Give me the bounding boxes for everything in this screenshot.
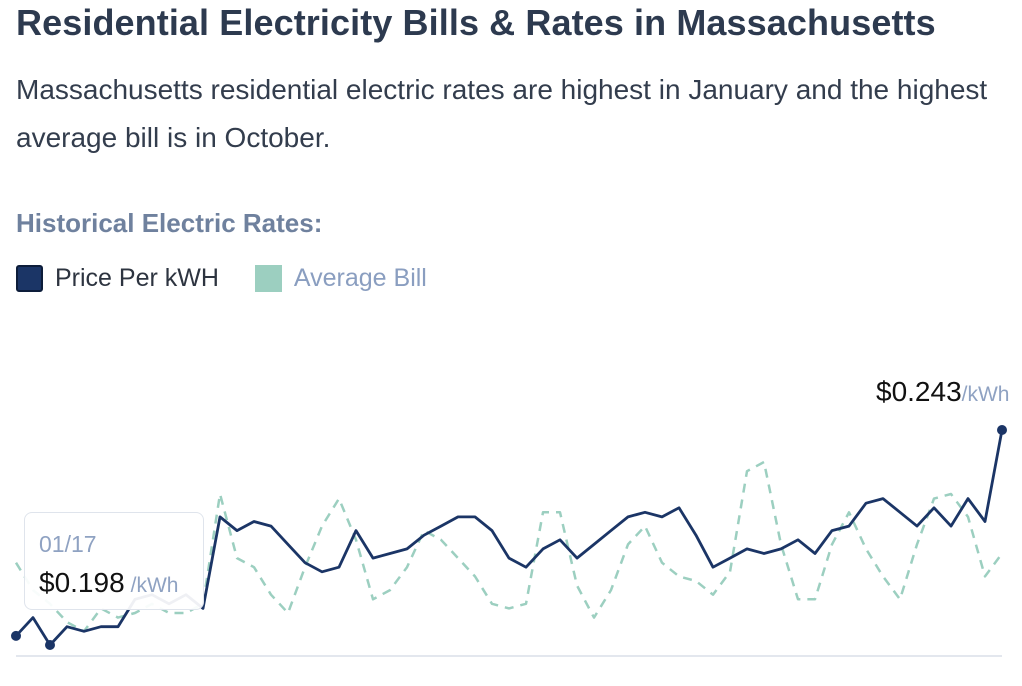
- section-label: Historical Electric Rates:: [16, 208, 323, 238]
- tooltip-price: $0.198: [39, 567, 125, 598]
- marker-tooltip-point[interactable]: [45, 640, 55, 650]
- electric-rates-line-chart[interactable]: [0, 300, 1022, 680]
- legend-swatch-price: [16, 265, 43, 292]
- series-line-average-bill[interactable]: [14, 460, 1004, 633]
- legend-item-price[interactable]: Price Per kWH: [16, 264, 219, 293]
- chart-legend: Price Per kWH Average Bill: [16, 264, 463, 293]
- latest-price-unit: /kWh: [961, 383, 1010, 406]
- page-title: Residential Electricity Bills & Rates in…: [16, 2, 936, 43]
- marker-first-point[interactable]: [11, 630, 21, 641]
- tooltip-value: $0.198/kWh: [39, 567, 178, 599]
- legend-label-bill: Average Bill: [293, 264, 427, 292]
- tooltip-unit: /kWh: [130, 574, 179, 597]
- marker-last-point[interactable]: [997, 425, 1007, 435]
- legend-item-bill[interactable]: Average Bill: [254, 264, 427, 293]
- tooltip-date: 01/17: [39, 531, 97, 557]
- chart-tooltip: 01/17 $0.198/kWh: [24, 512, 204, 610]
- legend-label-price: Price Per kWH: [55, 264, 219, 292]
- legend-swatch-bill: [254, 265, 282, 292]
- latest-price-label: $0.243/kWh: [876, 376, 1009, 408]
- latest-price-value: $0.243: [876, 376, 962, 407]
- page-subtitle: Massachusetts residential electric rates…: [16, 74, 988, 153]
